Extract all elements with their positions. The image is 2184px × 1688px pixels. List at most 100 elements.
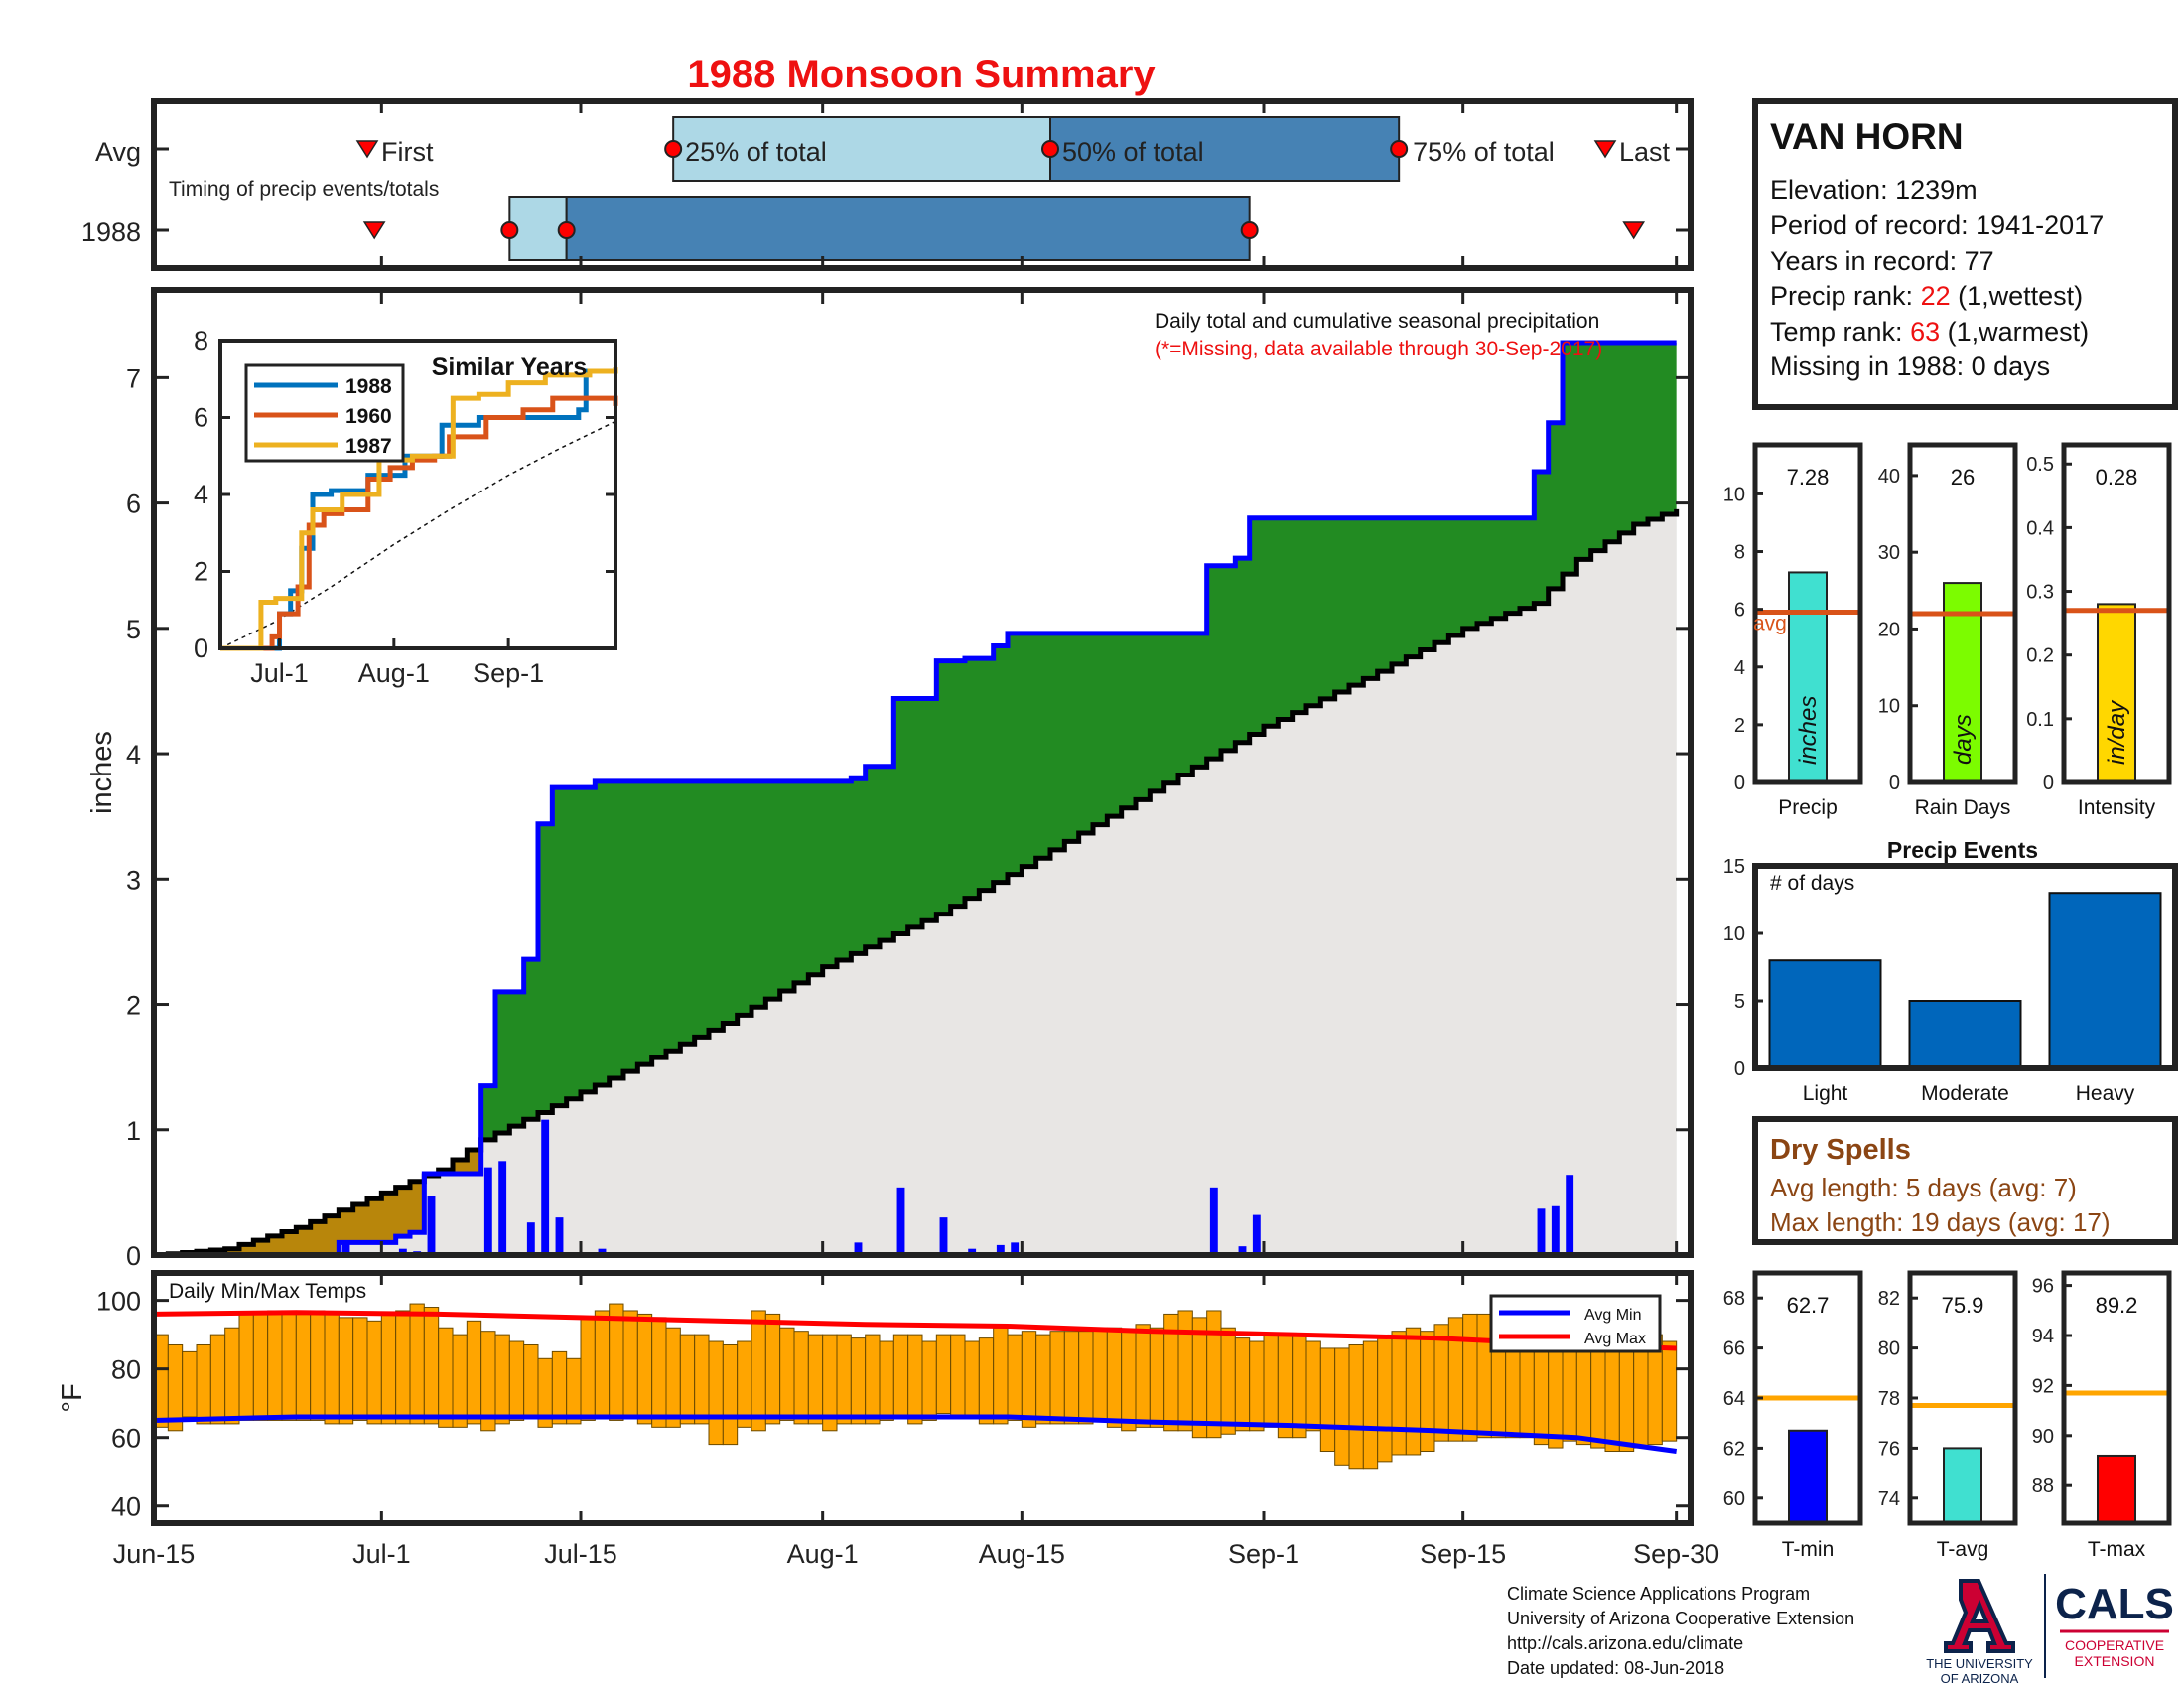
daily-temp-bar <box>366 1320 382 1425</box>
daily-temp-bar <box>879 1340 894 1421</box>
station-info: VAN HORN Elevation: 1239m Period of reco… <box>1752 98 2178 410</box>
ua-logo-line-1: THE UNIVERSITY <box>1926 1656 2033 1671</box>
x-tick-label-sep-15: Sep-15 <box>1420 1539 1506 1569</box>
daily-temp-bar <box>892 1334 909 1418</box>
daily-temp-bar <box>993 1327 1009 1425</box>
events-label-heavy: Heavy <box>2076 1082 2135 1105</box>
daily-temp-bar <box>836 1334 852 1425</box>
rain-days-y-tick-label-4: 40 <box>1878 466 1900 488</box>
cals-sub-2: EXTENSION <box>2075 1653 2155 1669</box>
main-precip-chart: 0 1 2 3 4 5 6 7 inches Daily total and cumulati… <box>86 287 1694 1271</box>
intensity-value: 0.28 <box>2096 465 2138 490</box>
t-avg-y-tick-label-0: 74 <box>1878 1488 1900 1510</box>
intensity-y-tick-label-5: 0.5 <box>2026 454 2054 476</box>
x-tick-label-jun-15: Jun-15 <box>113 1539 196 1569</box>
inset-frame <box>218 339 617 650</box>
avg-max-line <box>153 1310 1677 1351</box>
inset-legend-label-1988: 1988 <box>345 375 392 398</box>
daily-temp-bar <box>196 1343 211 1425</box>
dry-spells-box <box>1752 1116 2178 1245</box>
t-max-value: 89.2 <box>2096 1293 2138 1318</box>
daily-precip-bar <box>1238 1246 1247 1255</box>
daily-precip-bar <box>498 1161 507 1255</box>
daily-temp-bar <box>1191 1317 1208 1439</box>
events-title: Precip Events <box>1887 837 2038 863</box>
t-max-y-tick-label-2: 92 <box>2032 1375 2054 1397</box>
daily-temp-bar <box>1305 1340 1321 1432</box>
main-y-tick-label-6: 6 <box>126 490 141 519</box>
temp-y-tick-label-2: 80 <box>111 1355 141 1385</box>
main-y-tick-label-3: 3 <box>126 865 141 895</box>
y1988-p25-marker <box>500 221 519 239</box>
station-missing: Missing in 1988: 0 days <box>1770 352 2050 381</box>
main-chart-missing-note: (*=Missing, data available through 30-Se… <box>1155 338 1602 360</box>
precip-xlabel: Precip <box>1778 796 1838 819</box>
daily-precip-bar <box>341 1242 350 1255</box>
x-tick-label-sep-30: Sep-30 <box>1633 1539 1719 1569</box>
daily-temp-bar <box>722 1343 739 1446</box>
temp-chart-marks: 40 60 80 100 <box>96 1273 1691 1523</box>
station-years: Years in record: 77 <box>1770 246 1994 276</box>
t-avg-y-tick-label-4: 82 <box>1878 1288 1900 1310</box>
daily-temp-bar <box>1021 1331 1037 1428</box>
daily-precip-bar <box>1209 1187 1218 1255</box>
y1988-p50-p75-box <box>565 196 1251 261</box>
main-chart-frame <box>151 287 1694 1258</box>
daily-temp-bar <box>281 1310 297 1421</box>
precip-y-tick-label-1: 2 <box>1734 715 1745 737</box>
rain-days-value: 26 <box>1951 465 1975 490</box>
daily-precip-bar <box>427 1196 436 1255</box>
daily-temp-bar <box>1063 1331 1080 1425</box>
rain-days-unit: days <box>1950 714 1977 765</box>
timing-panel: Avg 1988 Timing of precip events/totals … <box>81 98 1694 271</box>
daily-temp-bar <box>651 1317 667 1428</box>
temp-legend-box <box>1489 1294 1662 1353</box>
average-cumulative-line <box>154 508 1680 1258</box>
university-of-arizona-logo: THE UNIVERSITY OF ARIZONA CALS COOPERATI… <box>1926 1574 2174 1686</box>
rain-days-y-tick-label-0: 0 <box>1889 773 1900 794</box>
temp-y-tick-label-1: 60 <box>111 1424 141 1454</box>
daily-temp-bar <box>978 1337 995 1425</box>
footer-line-3: http://cals.arizona.edu/climate <box>1507 1633 1743 1653</box>
daily-temp-bar <box>1447 1317 1464 1442</box>
daily-precip-bar <box>1566 1175 1574 1255</box>
daily-temp-bar <box>679 1334 696 1425</box>
inset-legend-label-1987: 1987 <box>345 435 392 458</box>
daily-temp-bar <box>1049 1331 1065 1425</box>
inset-series-1960 <box>220 395 618 651</box>
daily-temp-bar <box>708 1340 724 1446</box>
precip-y-tick-label-4: 8 <box>1734 542 1745 564</box>
x-tick-label-jul-1: Jul-1 <box>352 1539 411 1569</box>
inset-y-tick-label-0: 0 <box>194 633 208 663</box>
main-chart-marks <box>152 290 1680 1258</box>
daily-temp-bar <box>1249 1340 1265 1432</box>
temp-y-label: °F <box>57 1383 88 1412</box>
daily-temp-bar <box>594 1310 611 1418</box>
daily-temp-bar <box>1135 1324 1151 1428</box>
daily-temp-bar <box>508 1340 525 1421</box>
t-avg-xlabel: T-avg <box>1937 1538 1989 1561</box>
x-tick-label-aug-15: Aug-15 <box>979 1539 1065 1569</box>
daily-temp-bar <box>751 1310 766 1432</box>
avg-p75-marker <box>1390 140 1409 158</box>
inset-legend: 1988 1960 1987 <box>244 363 405 463</box>
daily-precip-bar <box>1551 1205 1560 1255</box>
precip-events-chart: Precip Events Light Moderate Heavy 0 5 10 15 #… <box>1723 837 2178 1105</box>
daily-precip-bar <box>939 1217 948 1255</box>
rain-days-y-tick-label-2: 20 <box>1878 619 1900 640</box>
daily-temp-bar <box>1263 1334 1279 1428</box>
events-y-tick-label-1: 5 <box>1734 991 1745 1013</box>
t-max-y-tick-label-0: 88 <box>2032 1476 2054 1497</box>
station-period: Period of record: 1941-2017 <box>1770 211 2104 240</box>
station-elevation: Elevation: 1239m <box>1770 175 1978 205</box>
t-min-y-tick-label-1: 62 <box>1723 1438 1745 1460</box>
main-y-tick-label-2: 2 <box>126 991 141 1021</box>
rain-days-xlabel: Rain Days <box>1915 796 2011 819</box>
daily-temp-bar <box>636 1313 653 1425</box>
daily-temp-bar <box>1106 1327 1123 1428</box>
daily-temp-bar <box>950 1334 966 1418</box>
events-y-tick-label-2: 10 <box>1723 923 1745 945</box>
events-ylabel: # of days <box>1770 872 1854 895</box>
avg-p25-label: 25% of total <box>685 137 827 167</box>
